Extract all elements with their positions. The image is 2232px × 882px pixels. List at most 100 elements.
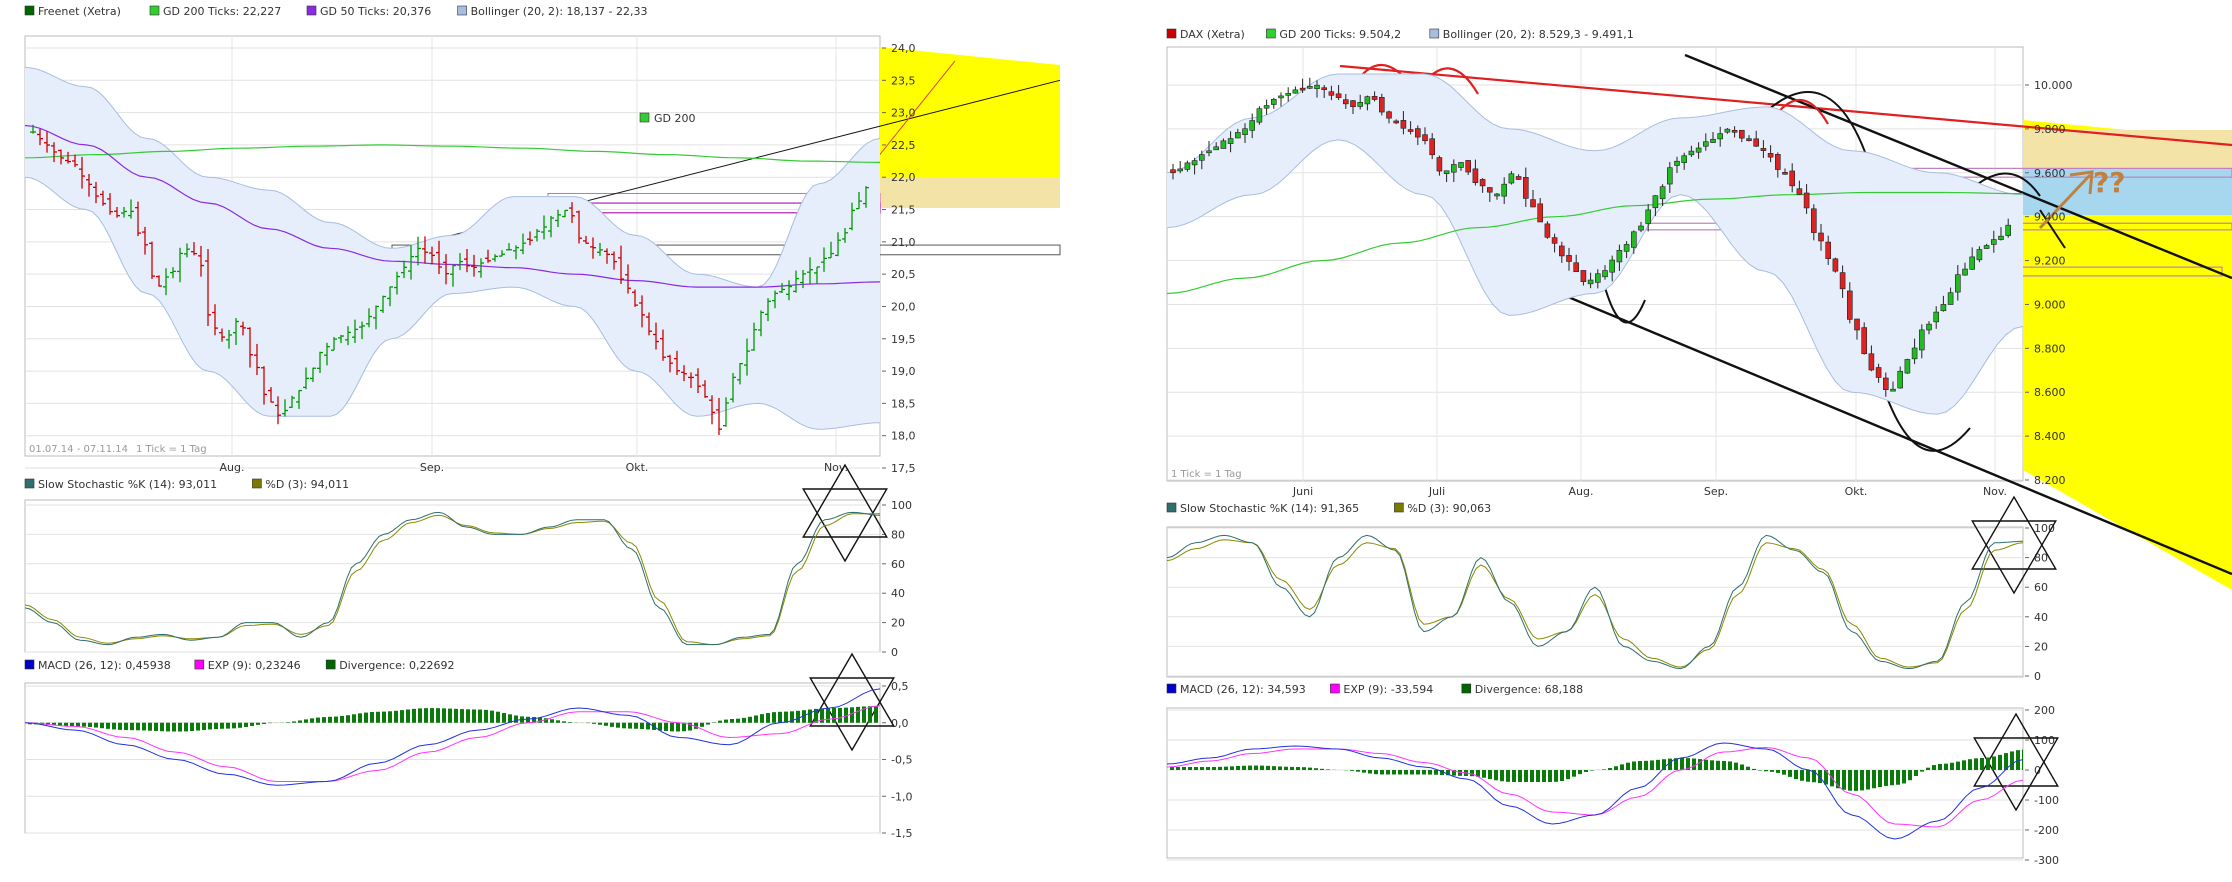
right-macd-divergence-bar [1758, 770, 1762, 771]
left-macd-divergence-bar [238, 722, 242, 728]
right-macd-divergence-bar [1374, 770, 1378, 775]
right-candle-body [1328, 91, 1335, 96]
right-candle-body [1710, 138, 1716, 143]
right-candle-body [1379, 97, 1385, 113]
right-macd-divergence-bar [1770, 770, 1774, 772]
left-macd-divergence-bar [496, 711, 500, 723]
left-macd-divergence-bar [868, 706, 872, 723]
left-price-axis-label-6: 21,0 [891, 236, 916, 249]
right-candle-body [1976, 249, 1983, 261]
left-macd-divergence-bar [430, 708, 434, 723]
left-macd-axis-label-1: 0,0 [891, 717, 909, 730]
right-macd-divergence-bar [1470, 770, 1474, 777]
left-macd-divergence-bar [346, 715, 350, 723]
right-macd-divergence-bar [1314, 768, 1318, 770]
right-macd-divergence-bar [1806, 770, 1810, 782]
right-macd-divergence-bar [1656, 759, 1660, 770]
right-candle-body [1242, 128, 1248, 135]
right-stoch-legend-label-0: Slow Stochastic %K (14): 91,365 [1180, 502, 1359, 515]
right-candle-body [1854, 318, 1860, 331]
left-macd-divergence-bar [424, 708, 428, 723]
right-macd-axis-label-4: -200 [2034, 824, 2059, 837]
left-macd-divergence-bar [142, 722, 146, 731]
left-macd-divergence-bar [442, 708, 446, 723]
left-macd-divergence-bar [154, 722, 158, 731]
right-candle-body [1919, 329, 1925, 351]
left-macd-divergence-bar [310, 718, 314, 723]
left-macd-axis-label-0: 0,5 [891, 680, 909, 693]
left-macd-divergence-bar [226, 722, 230, 729]
left-macd-divergence-bar [610, 722, 614, 727]
right-candle-body [1811, 208, 1817, 233]
right-macd-divergence-bar [1974, 758, 1978, 770]
right-candle-body [1465, 160, 1471, 173]
right-candle-body [1803, 192, 1810, 209]
left-macd-divergence-bar [118, 722, 122, 730]
left-tick-label: 1 Tick = 1 Tag [136, 444, 207, 455]
right-candle-body [1580, 270, 1587, 282]
right-yellow-zone [2023, 120, 2232, 590]
right-macd-divergence-bar [1530, 770, 1534, 782]
right-legend-label-2: Bollinger (20, 2): 8.529,3 - 9.491,1 [1443, 28, 1634, 41]
right-candle-body [1350, 100, 1356, 108]
left-price-axis-label-12: 18,0 [891, 430, 916, 443]
right-price-axis-label-4: 9.200 [2034, 255, 2066, 268]
right-macd-divergence-bar [1566, 770, 1570, 780]
left-macd-divergence-bar [220, 722, 224, 729]
right-macd-divergence-bar [1950, 762, 1954, 770]
right-price-axis-label-2: 9.600 [2034, 167, 2066, 180]
right-price-axis-label-3: 9.400 [2034, 211, 2066, 224]
left-bollinger-lower [25, 176, 880, 430]
right-macd-divergence-bar [1392, 770, 1396, 775]
left-macd-divergence-bar [292, 721, 296, 723]
left-legend-label-0: Freenet (Xetra) [38, 5, 121, 18]
right-candle-body [1991, 239, 1997, 245]
right-macd-divergence-bar [1236, 765, 1240, 770]
right-stoch-axis-label-2: 60 [2034, 581, 2048, 594]
left-price-axis-label-0: 24,0 [891, 42, 916, 55]
right-candle-body [1523, 177, 1529, 199]
left-price-axis-label-1: 23,5 [891, 74, 916, 87]
right-candle-body [1307, 85, 1313, 89]
left-macd-divergence-bar [112, 722, 116, 730]
left-stoch-axis-label-2: 60 [891, 558, 905, 571]
right-macd-divergence-bar [1692, 758, 1696, 770]
left-macd-divergence-bar [826, 708, 830, 723]
right-candle-body [1897, 370, 1903, 389]
left-macd-divergence-bar [304, 719, 308, 723]
left-macd-divergence-bar [460, 709, 464, 723]
right-macd-divergence-bar [1206, 767, 1210, 770]
right-macd-divergence-bar [1410, 770, 1414, 775]
right-macd-divergence-bar [1920, 770, 1924, 772]
right-macd-divergence-bar [1704, 759, 1708, 770]
right-macd-divergence-bar [1860, 770, 1864, 791]
right-candle-body [1695, 147, 1702, 153]
right-macd-divergence-bar [1992, 756, 1996, 770]
left-macd-divergence-bar [670, 722, 674, 732]
left-macd-divergence-bar [604, 722, 608, 726]
right-stoch-frame [1166, 526, 2024, 678]
right-macd-divergence-bar [1878, 770, 1882, 787]
left-macd-divergence-bar [466, 709, 470, 723]
right-candle-body [1688, 150, 1695, 156]
left-macd-divergence-bar [160, 722, 164, 732]
right-legend-swatch-1 [1266, 28, 1276, 39]
left-macd-divergence-bar [388, 711, 392, 723]
left-macd-divergence-bar [832, 708, 836, 723]
right-macd-divergence-bar [1488, 770, 1492, 779]
right-candle-body [1537, 203, 1543, 223]
right-macd-divergence-bar [1176, 767, 1180, 770]
right-macd-divergence-bar [1716, 760, 1720, 770]
left-month-label-0: Aug. [220, 461, 245, 474]
left-macd-divergence-bar [52, 722, 56, 726]
right-candle-body [2005, 224, 2011, 236]
right-candle-body [1767, 153, 1774, 158]
right-stoch-axis-label-5: 0 [2034, 670, 2041, 683]
right-candle-body [1335, 93, 1342, 98]
left-macd-divergence-bar [124, 722, 128, 731]
left-macd-divergence-bar [562, 721, 566, 723]
right-macd-legend-label-0: MACD (26, 12): 34,593 [1180, 683, 1306, 696]
left-legend-swatch-0 [24, 5, 35, 16]
right-candle-body [1227, 138, 1234, 144]
right-macd-divergence-bar [1602, 769, 1606, 770]
